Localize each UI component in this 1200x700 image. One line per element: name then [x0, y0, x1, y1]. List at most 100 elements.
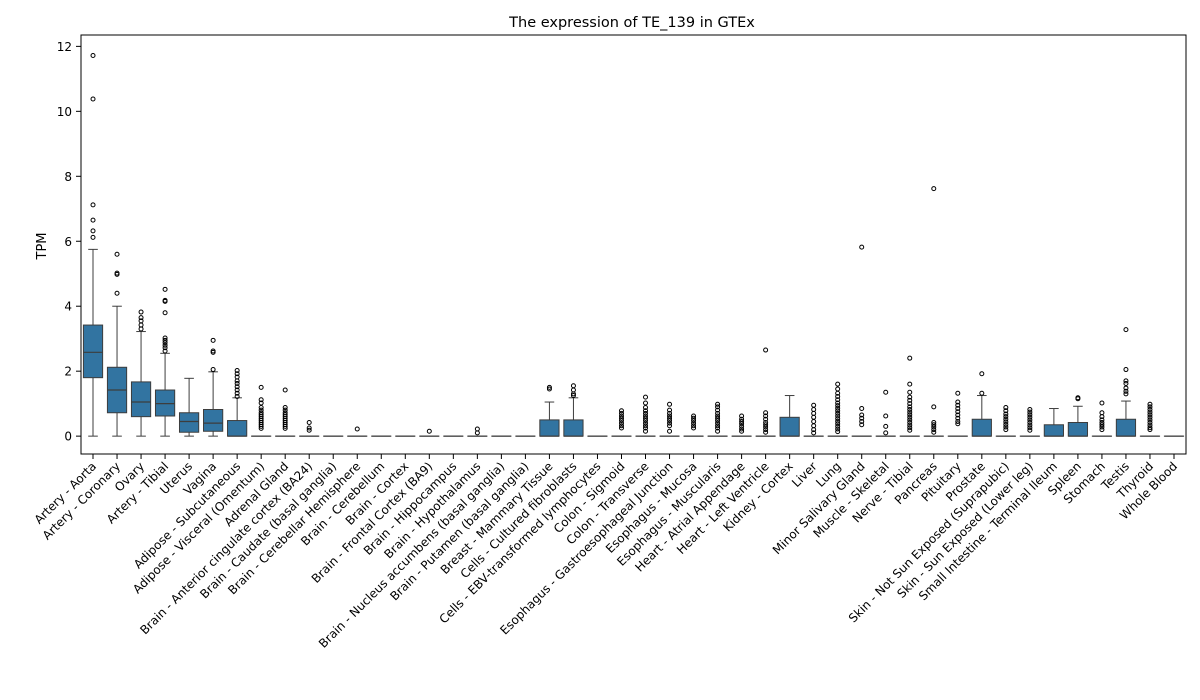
outlier-point	[811, 419, 817, 425]
outlier-point	[955, 390, 961, 396]
outlier-point	[907, 401, 913, 407]
box-group	[899, 355, 920, 437]
outlier-point	[715, 420, 721, 426]
outlier-point	[354, 426, 360, 432]
outlier-point	[282, 387, 288, 393]
outlier-point	[1147, 414, 1153, 420]
outlier-point	[763, 429, 769, 435]
box-group	[347, 426, 368, 437]
outlier-point	[90, 228, 96, 234]
box-iqr	[971, 418, 992, 437]
outlier-point	[210, 349, 216, 355]
outlier-point	[1027, 427, 1033, 433]
outlier-point	[234, 387, 240, 393]
outlier-point	[835, 397, 841, 403]
box-group	[1019, 407, 1040, 437]
outlier-point	[835, 429, 841, 435]
outlier-point	[138, 326, 144, 332]
outlier-point	[835, 418, 841, 424]
outlier-point	[90, 96, 96, 102]
outlier-point	[570, 383, 576, 389]
outlier-point	[1003, 416, 1009, 422]
outlier-point	[907, 422, 913, 428]
outlier-point	[643, 400, 649, 406]
outlier-point	[643, 415, 649, 421]
outlier-point	[859, 406, 865, 412]
outlier-point	[907, 389, 913, 395]
outlier-point	[979, 371, 985, 377]
outlier-point	[931, 427, 937, 433]
box-group	[106, 251, 128, 437]
outlier-point	[715, 415, 721, 421]
box-iqr	[227, 420, 248, 437]
outlier-point	[1147, 412, 1153, 418]
outlier-point	[1027, 417, 1033, 423]
outlier-point	[1123, 367, 1129, 373]
outlier-point	[210, 367, 216, 373]
outlier-point	[907, 409, 913, 415]
outlier-point	[643, 420, 649, 426]
y-tick-label: 6	[64, 235, 72, 249]
outlier-point	[955, 406, 961, 412]
outlier-point	[763, 427, 769, 433]
outlier-point	[715, 407, 721, 413]
box-group	[683, 413, 704, 437]
outlier-point	[1147, 427, 1153, 433]
outlier-point	[955, 402, 961, 408]
outlier-point	[1027, 409, 1033, 415]
outlier-point	[835, 421, 841, 427]
outlier-point	[643, 425, 649, 431]
outlier-point	[234, 371, 240, 377]
box-group	[971, 371, 992, 437]
box-group	[251, 384, 272, 437]
box-group	[1091, 400, 1113, 437]
outlier-point	[931, 429, 937, 435]
outlier-point	[1147, 417, 1153, 423]
box-group	[923, 186, 944, 437]
outlier-point	[1099, 424, 1105, 430]
outlier-point	[667, 420, 673, 426]
outlier-point	[1147, 409, 1153, 415]
outlier-point	[570, 391, 576, 397]
outlier-point	[811, 430, 817, 436]
outlier-point	[739, 419, 745, 425]
box-group	[1067, 395, 1089, 437]
outlier-point	[811, 427, 817, 433]
outlier-point	[1147, 422, 1153, 428]
outlier-point	[90, 217, 96, 223]
outlier-point	[1147, 425, 1153, 431]
outlier-point	[1147, 401, 1153, 407]
outlier-point	[258, 397, 264, 403]
outlier-point	[667, 401, 673, 407]
outlier-point	[907, 394, 913, 400]
outlier-point	[907, 412, 913, 418]
box-group	[611, 408, 632, 437]
box-iqr	[203, 409, 224, 432]
outlier-point	[1003, 421, 1009, 427]
outlier-point	[715, 401, 721, 407]
outlier-point	[1123, 385, 1129, 391]
box-iqr	[563, 419, 584, 437]
outlier-point	[763, 416, 769, 422]
outlier-point	[1003, 405, 1009, 411]
box-group	[731, 413, 752, 437]
outlier-point	[90, 234, 96, 240]
outlier-point	[138, 309, 144, 315]
outlier-point	[931, 186, 937, 192]
box-group	[947, 390, 968, 437]
outlier-point	[739, 428, 745, 434]
outlier-point	[739, 413, 745, 419]
outlier-point	[835, 413, 841, 419]
outlier-point	[643, 405, 649, 411]
box-group	[1115, 327, 1137, 437]
outlier-point	[282, 407, 288, 413]
outlier-point	[835, 410, 841, 416]
outlier-point	[258, 405, 264, 411]
outlier-point	[618, 420, 624, 426]
outlier-point	[667, 428, 673, 434]
outlier-point	[1123, 327, 1129, 333]
outlier-point	[907, 414, 913, 420]
box-group	[563, 383, 584, 437]
box-group	[467, 426, 488, 437]
